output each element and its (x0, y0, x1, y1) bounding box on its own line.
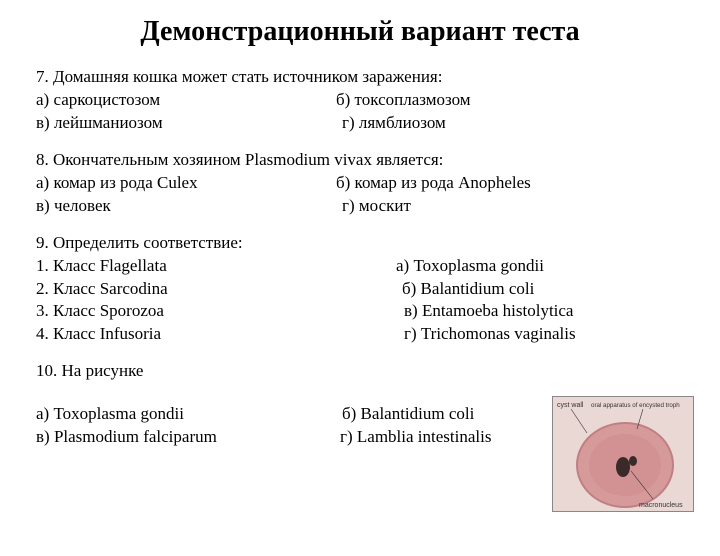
q7-prompt: 7. Домашняя кошка может стать источником… (36, 66, 684, 89)
q8-option-v: в) человек (36, 195, 336, 218)
q9-right-2: б) Balantidium coli (396, 278, 684, 301)
q7-option-g: г) лямблиозом (336, 112, 684, 135)
q9-prompt: 9. Определить соответствие: (36, 232, 684, 255)
q9-left-1: 1. Класс Flagellata (36, 255, 396, 278)
microscopy-figure: cyst wall oral apparatus of encysted tro… (552, 396, 694, 512)
figure-label-cyst-wall: cyst wall (557, 402, 584, 409)
cell-diagram-icon: cyst wall oral apparatus of encysted tro… (553, 397, 693, 511)
content-body: 7. Домашняя кошка может стать источником… (0, 66, 720, 449)
q9-left-3: 3. Класс Sporozoa (36, 300, 396, 323)
figure-label-macronucleus: macronucleus (639, 502, 683, 509)
q7-option-v: в) лейшманиозом (36, 112, 336, 135)
q8-option-a: а) комар из рода Culex (36, 172, 336, 195)
figure-label-oral-apparatus: oral apparatus of encysted troph (591, 402, 680, 409)
q9-right-4: г) Trichomonas vaginalis (396, 323, 684, 346)
q10-option-a: а) Toxoplasma gondii (36, 403, 336, 426)
question-9: 9. Определить соответствие: 1. Класс Fla… (36, 232, 684, 347)
q8-prompt: 8. Окончательным хозяином Plasmodium viv… (36, 149, 684, 172)
q7-option-a: а) саркоцистозом (36, 89, 336, 112)
q8-option-g: г) москит (336, 195, 684, 218)
q10-prompt: 10. На рисунке (36, 360, 684, 383)
page-title: Демонстрационный вариант теста (0, 16, 720, 48)
q9-left-4: 4. Класс Infusoria (36, 323, 396, 346)
q10-option-v: в) Plasmodium falciparum (36, 426, 336, 449)
q9-left-2: 2. Класс Sarcodina (36, 278, 396, 301)
q8-option-b: б) комар из рода Anopheles (336, 172, 684, 195)
q7-option-b: б) токсоплазмозом (336, 89, 684, 112)
q9-right-3: в) Entamoeba histolytica (396, 300, 684, 323)
question-7: 7. Домашняя кошка может стать источником… (36, 66, 684, 135)
q9-right-1: а) Toxoplasma gondii (396, 255, 684, 278)
question-8: 8. Окончательным хозяином Plasmodium viv… (36, 149, 684, 218)
